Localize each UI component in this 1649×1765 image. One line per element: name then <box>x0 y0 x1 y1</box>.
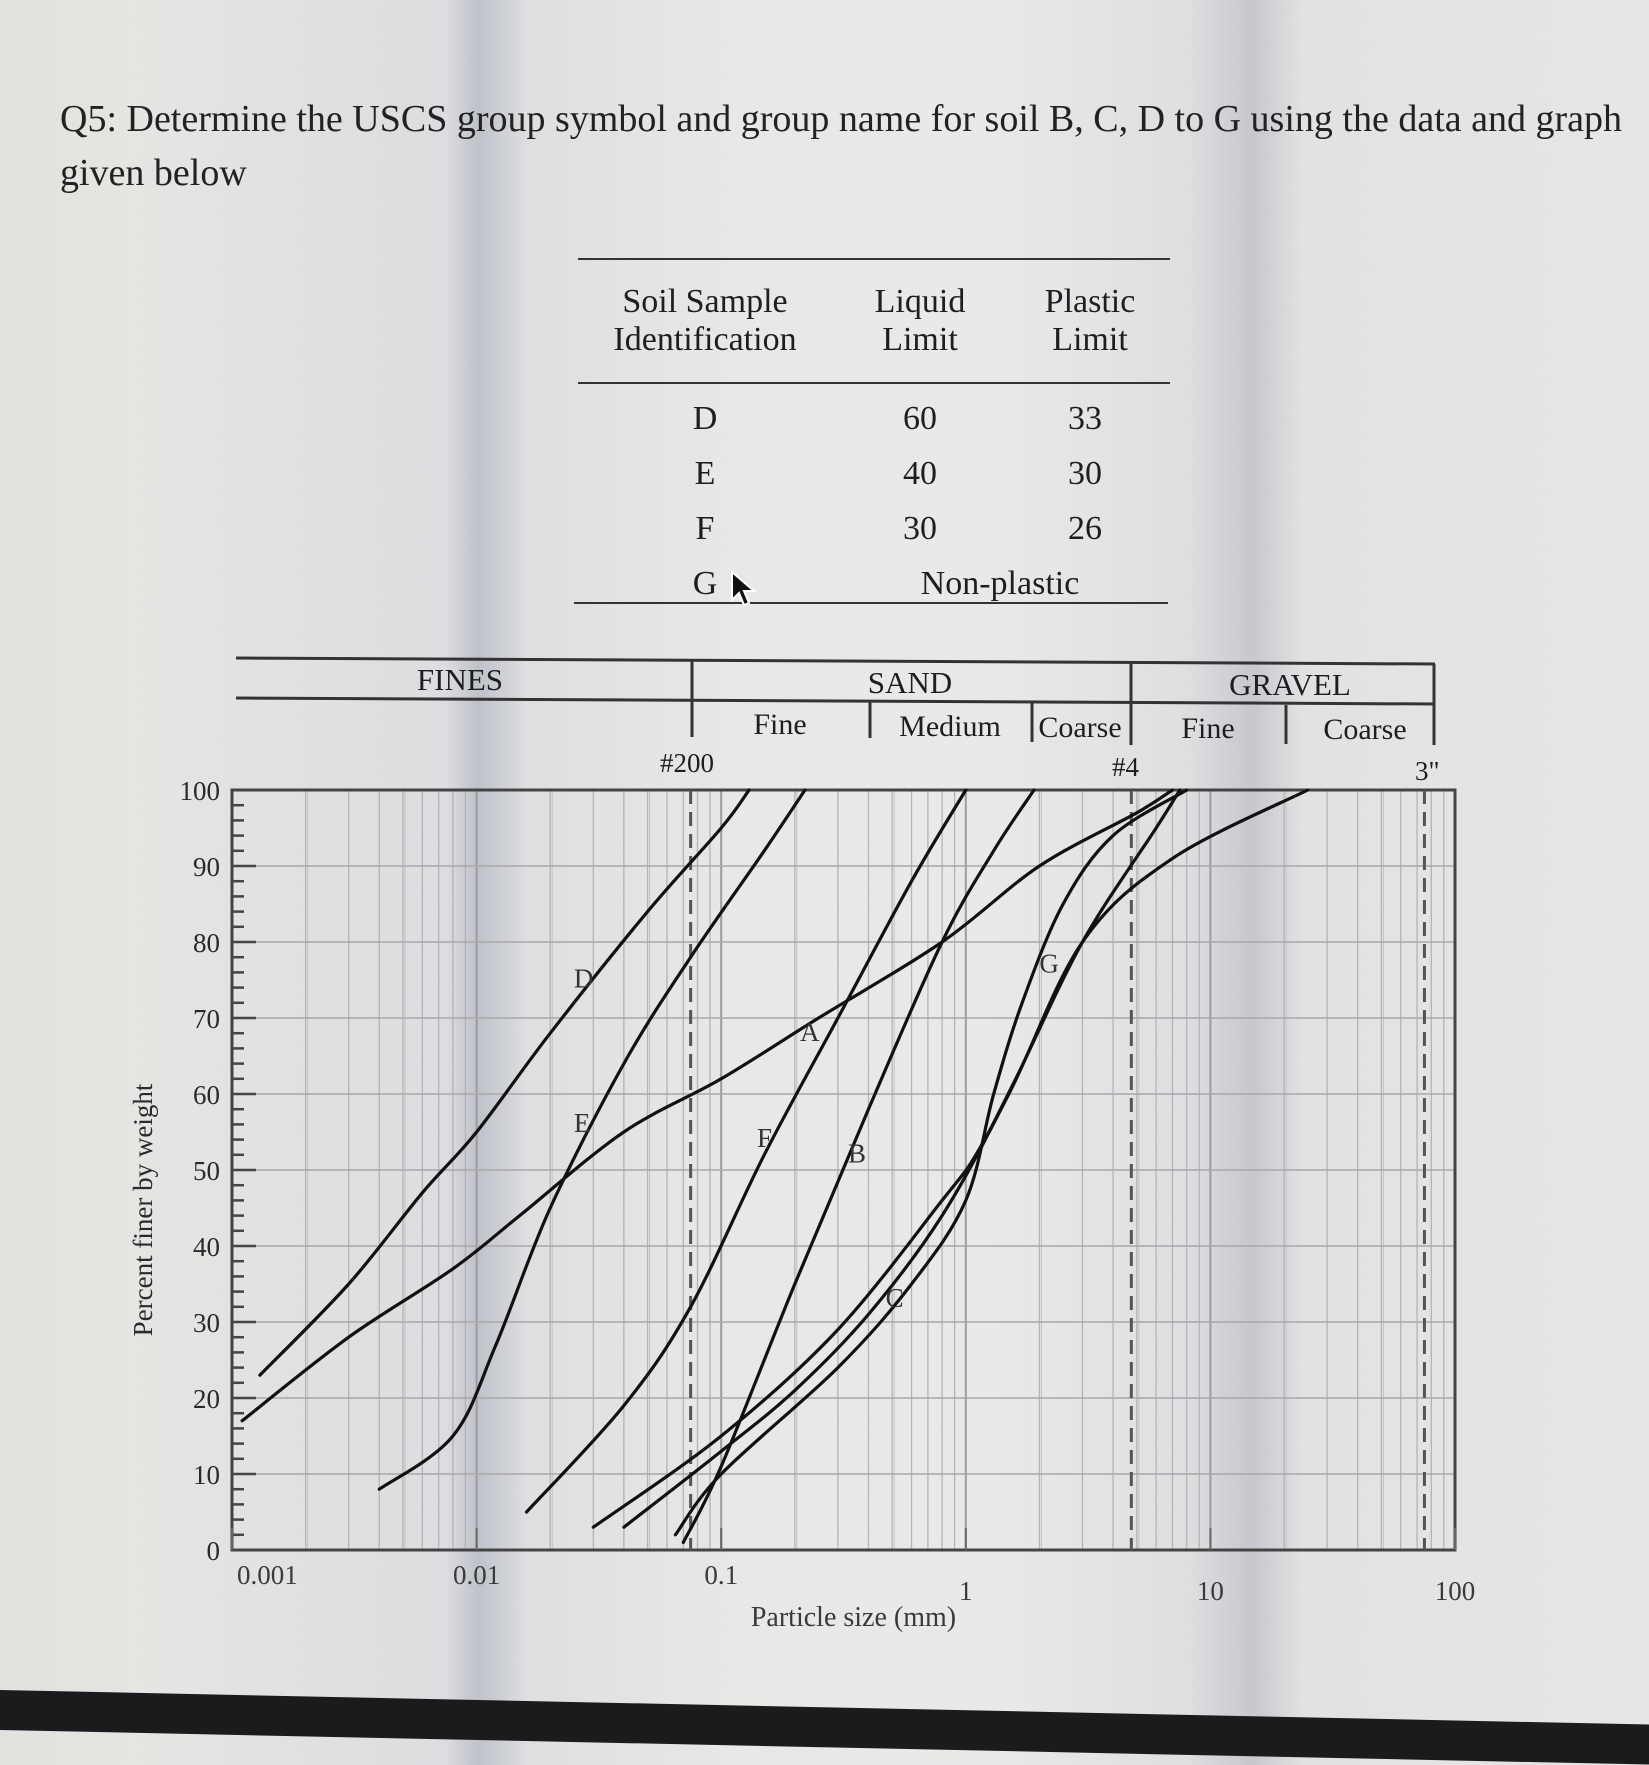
curve-label-b: B <box>848 1138 866 1168</box>
header-soil-sample-id: Soil Sample Identification <box>613 283 797 358</box>
curve-label-c: C <box>886 1283 904 1313</box>
x-axis-label: Particle size (mm) <box>751 1602 956 1633</box>
y-tick-label: 40 <box>193 1232 220 1262</box>
table-header-rule <box>578 382 1170 384</box>
band-sand: SAND <box>867 665 953 700</box>
curve-f <box>524 788 968 1514</box>
y-tick-label: 50 <box>193 1156 220 1186</box>
curve-d <box>258 788 751 1377</box>
y-tick-label: 90 <box>193 852 220 882</box>
curve-g <box>673 788 1189 1537</box>
table-bottom-rule <box>574 602 1168 604</box>
curve-unlabeled-lower <box>591 788 1182 1529</box>
table-top-rule <box>578 258 1170 260</box>
y-axis-label: Percent finer by weight <box>128 1083 158 1336</box>
gradation-curves: D E A F B C G <box>240 788 1310 1544</box>
header-liquid-limit: Liquid Limit <box>874 283 966 358</box>
curve-a <box>240 788 1175 1423</box>
curve-label-a: A <box>800 1017 820 1047</box>
x-tick-label: 0.001 <box>237 1560 298 1590</box>
y-tick-label: 10 <box>193 1460 220 1490</box>
sand-fine-label: Fine <box>753 708 807 741</box>
y-axis: 0 10 20 30 40 50 60 70 80 90 100 <box>180 776 256 1566</box>
chart-grid <box>231 789 1455 1551</box>
sand-medium-label: Medium <box>899 710 1001 743</box>
x-tick-label: 0.01 <box>453 1560 500 1590</box>
header-plastic-limit: Plastic Limit <box>1044 283 1136 358</box>
y-tick-label: 70 <box>193 1004 220 1034</box>
grain-size-chart: 0 10 20 30 40 50 60 70 80 90 100 Percent finer by w… <box>128 776 1476 1633</box>
curve-label-e: E <box>574 1108 591 1138</box>
band-gravel: GRAVEL <box>1229 667 1351 702</box>
sieve-200-label: #200 <box>660 748 714 778</box>
y-tick-label: 60 <box>193 1080 220 1110</box>
question-text: Q5: Determine the USCS group symbol and … <box>60 98 1623 194</box>
sieve-3in-label: 3" <box>1415 756 1440 786</box>
sand-coarse-label: Coarse <box>1038 711 1122 744</box>
y-tick-label: 80 <box>193 928 220 958</box>
sieve-4-label: #4 <box>1112 752 1139 782</box>
band-fines: FINES <box>416 662 504 697</box>
x-tick-label: 0.1 <box>704 1560 738 1590</box>
x-tick-label: 100 <box>1435 1576 1476 1606</box>
curve-c <box>622 788 1310 1529</box>
gravel-fine-label: Fine <box>1181 712 1235 745</box>
curve-label-f: F <box>757 1123 772 1153</box>
curve-label-g: G <box>1039 948 1059 978</box>
x-axis: 0.001 0.01 0.1 1 10 100 <box>231 1528 1476 1606</box>
mouse-cursor-icon <box>731 570 757 607</box>
y-tick-label: 30 <box>193 1308 220 1338</box>
gravel-coarse-label: Coarse <box>1323 713 1407 746</box>
curve-e <box>377 788 807 1491</box>
x-tick-label: 10 <box>1197 1576 1224 1606</box>
curve-b <box>681 788 1036 1544</box>
x-tick-label: 1 <box>959 1576 973 1606</box>
y-tick-label: 20 <box>193 1384 220 1414</box>
curve-label-d: D <box>574 964 594 994</box>
y-tick-label: 100 <box>180 776 221 806</box>
y-tick-label: 0 <box>207 1536 221 1566</box>
